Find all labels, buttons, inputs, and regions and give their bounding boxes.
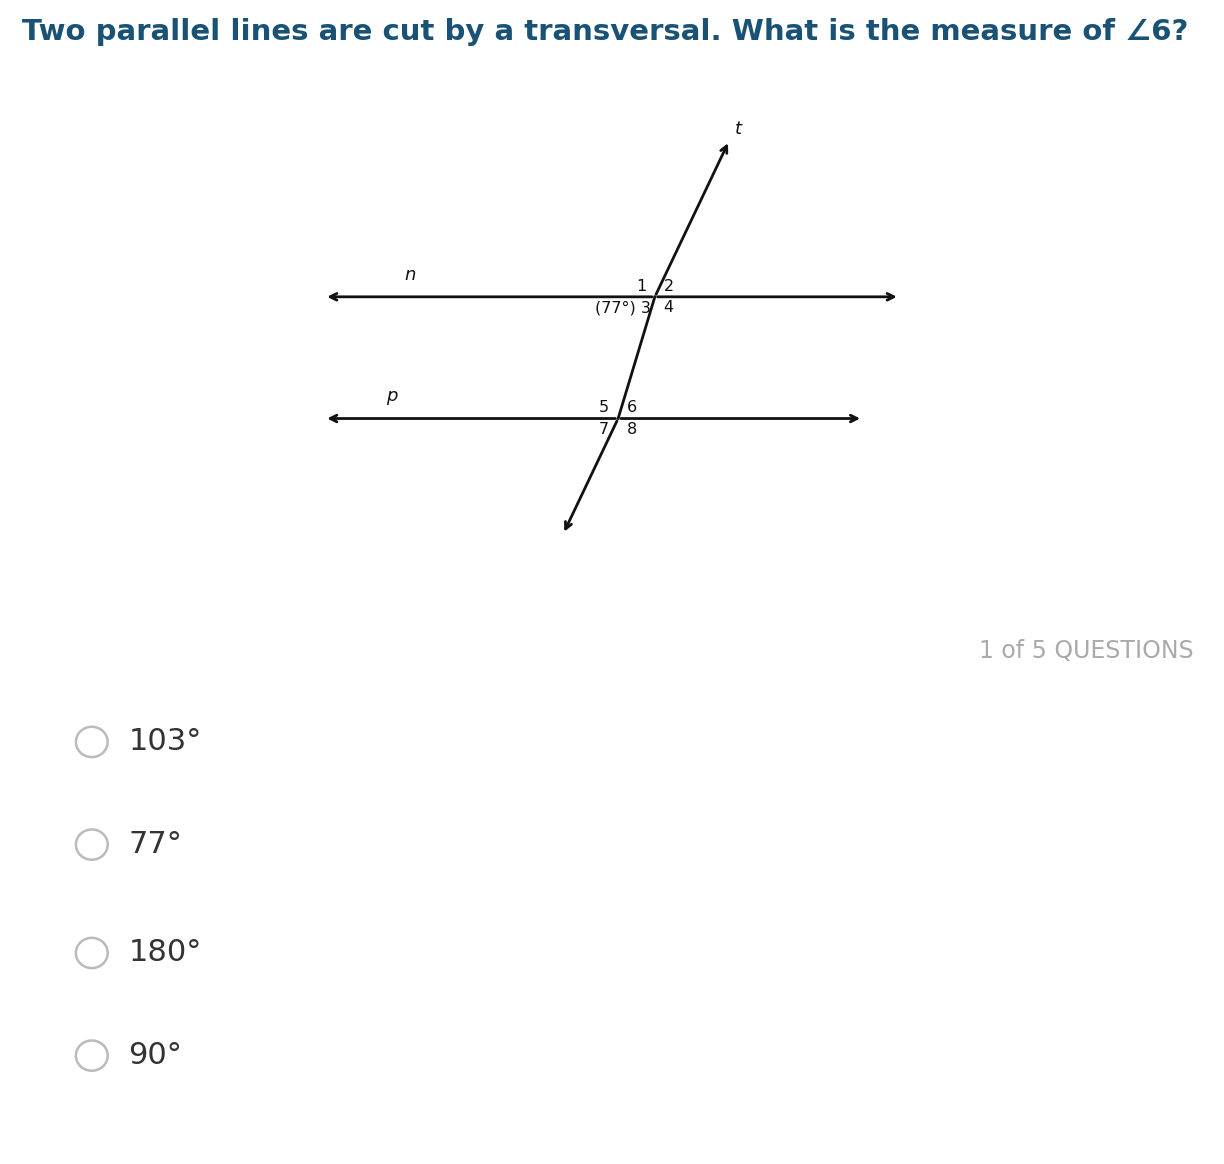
Text: 4: 4 <box>663 300 673 315</box>
Text: 2: 2 <box>663 278 673 293</box>
Text: p: p <box>386 388 397 405</box>
Text: 1: 1 <box>635 278 646 293</box>
Text: 90°: 90° <box>129 1041 182 1070</box>
Text: 1 of 5 QUESTIONS: 1 of 5 QUESTIONS <box>979 639 1193 663</box>
Text: (77°) 3: (77°) 3 <box>595 300 650 315</box>
Text: Two parallel lines are cut by a transversal. What is the measure of ∠6?: Two parallel lines are cut by a transver… <box>22 17 1189 45</box>
Text: 180°: 180° <box>129 938 202 967</box>
Text: 7: 7 <box>600 421 610 436</box>
Text: 6: 6 <box>627 400 636 416</box>
Text: n: n <box>404 265 415 284</box>
Text: 77°: 77° <box>129 830 182 859</box>
Text: 103°: 103° <box>129 728 202 757</box>
Text: 8: 8 <box>627 421 638 436</box>
Text: 5: 5 <box>600 400 610 416</box>
Text: t: t <box>736 120 742 137</box>
